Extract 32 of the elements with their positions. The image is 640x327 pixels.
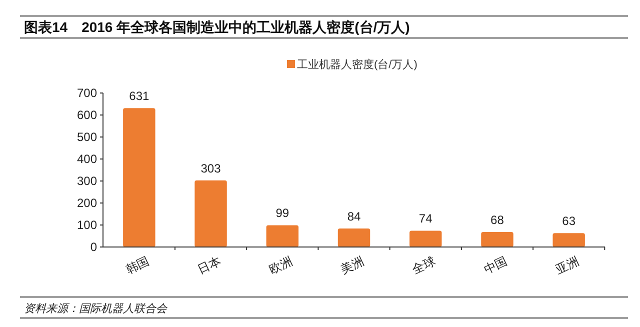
y-tick-label: 100 — [76, 218, 98, 232]
bar — [338, 228, 370, 247]
bar — [266, 225, 298, 247]
data-label: 84 — [347, 210, 361, 224]
y-tick-label: 300 — [76, 174, 98, 188]
data-label: 68 — [490, 213, 504, 228]
y-tick-label: 700 — [76, 86, 98, 100]
x-tick-label: 美洲 — [338, 254, 366, 277]
bar — [410, 230, 442, 247]
bar — [552, 233, 585, 247]
y-tick-label: 500 — [76, 130, 98, 144]
bar — [481, 232, 514, 247]
data-label: 63 — [562, 214, 576, 228]
bar — [123, 108, 156, 247]
x-tick-label: 亚洲 — [553, 254, 581, 277]
data-label: 631 — [129, 89, 150, 104]
y-tick-label: 600 — [76, 108, 98, 122]
data-label: 303 — [200, 161, 222, 176]
x-tick-label: 韩国 — [124, 254, 152, 277]
data-label: 74 — [418, 212, 433, 226]
bar — [194, 180, 227, 247]
y-tick-label: 400 — [76, 152, 98, 166]
y-tick-label: 0 — [90, 240, 98, 254]
x-tick-label: 欧洲 — [266, 254, 295, 277]
x-tick-label: 全球 — [410, 254, 438, 277]
x-tick-label: 日本 — [195, 254, 223, 277]
text: 资料来源：国际机器人联合会 — [24, 302, 168, 315]
x-tick-label: 中国 — [482, 254, 510, 277]
chart-title: 图表14 2016 年全球各国制造业中的工业机器人密度(台/万人) — [24, 19, 410, 35]
legend-label: 工业机器人密度(台/万人) — [297, 58, 418, 71]
data-label: 99 — [276, 206, 290, 220]
y-tick-label: 200 — [76, 196, 98, 210]
